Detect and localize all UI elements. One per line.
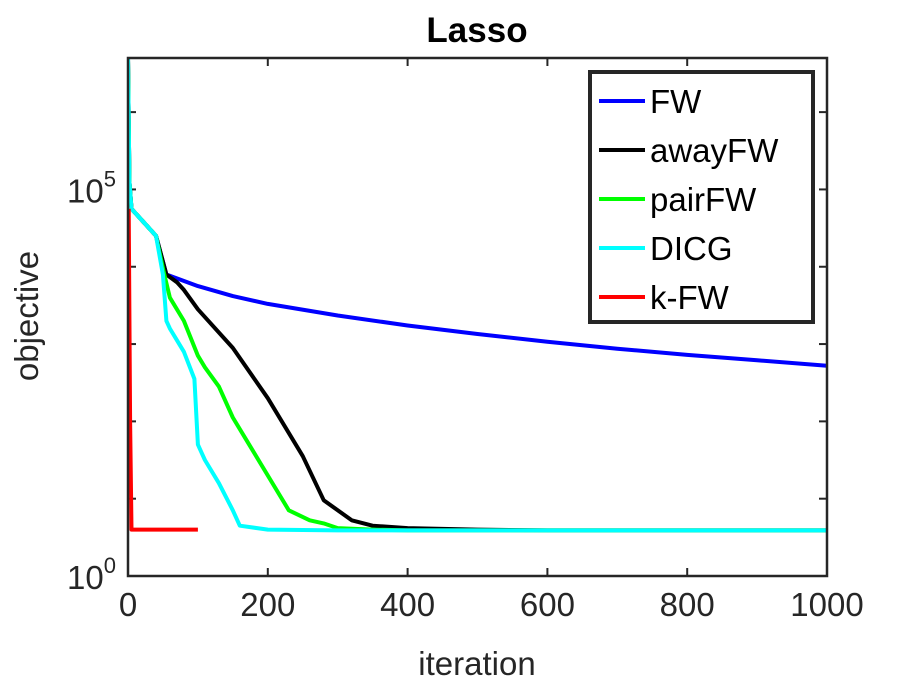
y-axis-label: objective — [8, 251, 45, 381]
x-tick-label: 1000 — [790, 586, 863, 623]
y-tick-base: 10 — [67, 559, 104, 596]
plot-frame — [126, 56, 829, 578]
legend-label-awayfw: awayFW — [650, 132, 779, 169]
legend-label-pairfw: pairFW — [650, 181, 757, 218]
x-tick-label: 0 — [119, 586, 137, 623]
x-tick-label: 600 — [520, 586, 575, 623]
legend: FW awayFW pairFW DICG k-FW — [588, 70, 815, 324]
series-line-dicg — [128, 58, 827, 533]
y-tick-exponent: 5 — [104, 166, 116, 191]
x-tick-label: 400 — [380, 586, 435, 623]
series-layer — [126, 56, 829, 578]
legend-label-dicg: DICG — [650, 230, 733, 267]
y-tick-label: 100 — [67, 553, 116, 596]
series-line-k-fw — [128, 208, 198, 532]
legend-label-fw: FW — [650, 83, 702, 120]
y-tick-exponent: 0 — [104, 553, 116, 578]
x-tick-label: 800 — [660, 586, 715, 623]
x-tick-label: 200 — [240, 586, 295, 623]
y-tick-label: 105 — [67, 166, 116, 209]
chart-title: Lasso — [426, 11, 527, 50]
legend-label-k-fw: k-FW — [650, 279, 730, 316]
y-tick-base: 10 — [67, 172, 104, 209]
x-axis-label: iteration — [418, 645, 535, 682]
